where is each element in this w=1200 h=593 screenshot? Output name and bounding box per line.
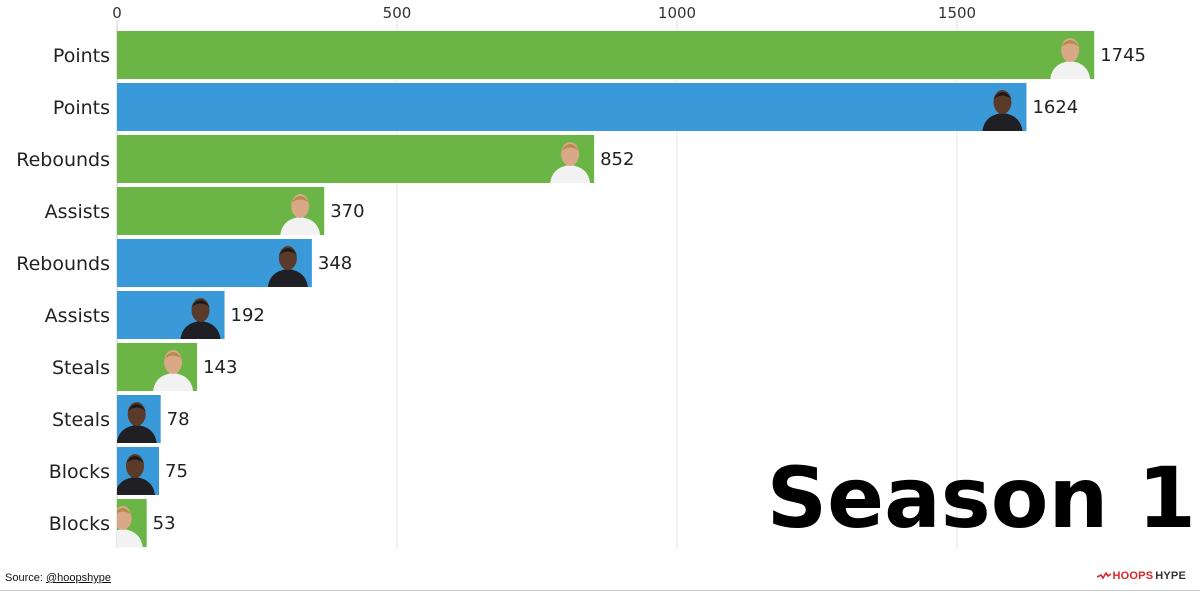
x-tick-label: 1000 [658, 4, 696, 22]
category-label: Rebounds [16, 149, 110, 171]
player-headshot-blue-icon [117, 402, 157, 443]
source-credit: Source: @hoopshype [5, 572, 111, 584]
x-axis-ticks: 0 500 1000 1500 [112, 4, 976, 22]
logo-hype: HYPE [1155, 570, 1186, 582]
player-headshot-green-icon [117, 506, 143, 547]
category-label: Assists [45, 201, 110, 223]
season-annotation: Season 1 [767, 449, 1196, 547]
bar [117, 83, 1027, 131]
hoopshype-logo: HOOPS HYPE [1096, 570, 1187, 582]
x-tick-label: 1500 [938, 4, 976, 22]
bar-row: Steals 78 [52, 395, 190, 443]
source-link[interactable]: @hoopshype [45, 572, 111, 584]
logo-hoops: HOOPS [1112, 570, 1154, 582]
bars: Points 1745 Points 1624 Rebounds 852 Assists 37… [16, 31, 1146, 547]
value-label: 78 [167, 409, 190, 430]
bar-row: Points 1745 [53, 31, 1146, 79]
bottom-divider [0, 590, 1200, 591]
bar-row: Blocks 53 [49, 499, 176, 547]
value-label: 1624 [1032, 97, 1078, 118]
category-label: Blocks [49, 461, 110, 483]
value-label: 53 [153, 513, 176, 534]
value-label: 370 [330, 201, 364, 222]
bar-row: Points 1624 [53, 83, 1078, 131]
category-label: Points [53, 45, 110, 67]
source-prefix: Source: [5, 572, 46, 584]
player-headshot-blue-icon [982, 90, 1023, 131]
bar-row: Assists 370 [45, 187, 365, 235]
value-label: 852 [600, 149, 634, 170]
player-headshot-green-icon [1050, 38, 1091, 79]
value-label: 1745 [1100, 45, 1146, 66]
player-headshot-blue-icon [180, 298, 221, 339]
category-label: Rebounds [16, 253, 110, 275]
category-label: Points [53, 97, 110, 119]
bar-row: Rebounds 348 [16, 239, 352, 287]
value-label: 192 [231, 305, 265, 326]
value-label: 348 [318, 253, 352, 274]
category-label: Assists [45, 305, 110, 327]
player-headshot-green-icon [550, 142, 591, 183]
value-label: 143 [203, 357, 237, 378]
bar [117, 31, 1095, 79]
player-headshot-green-icon [153, 350, 194, 391]
player-headshot-green-icon [280, 194, 321, 235]
bar-row: Rebounds 852 [16, 135, 634, 183]
category-label: Blocks [49, 513, 110, 535]
x-tick-label: 0 [112, 4, 122, 22]
bar [117, 135, 595, 183]
bar-row: Steals 143 [52, 343, 237, 391]
hoopshype-swoosh-icon [1096, 572, 1111, 580]
player-headshot-blue-icon [117, 454, 155, 495]
category-label: Steals [52, 409, 110, 431]
category-label: Steals [52, 357, 110, 379]
bar-row: Blocks 75 [49, 447, 188, 495]
bar-row: Assists 192 [45, 291, 265, 339]
value-label: 75 [165, 461, 188, 482]
player-headshot-blue-icon [267, 246, 308, 287]
x-tick-label: 500 [383, 4, 412, 22]
